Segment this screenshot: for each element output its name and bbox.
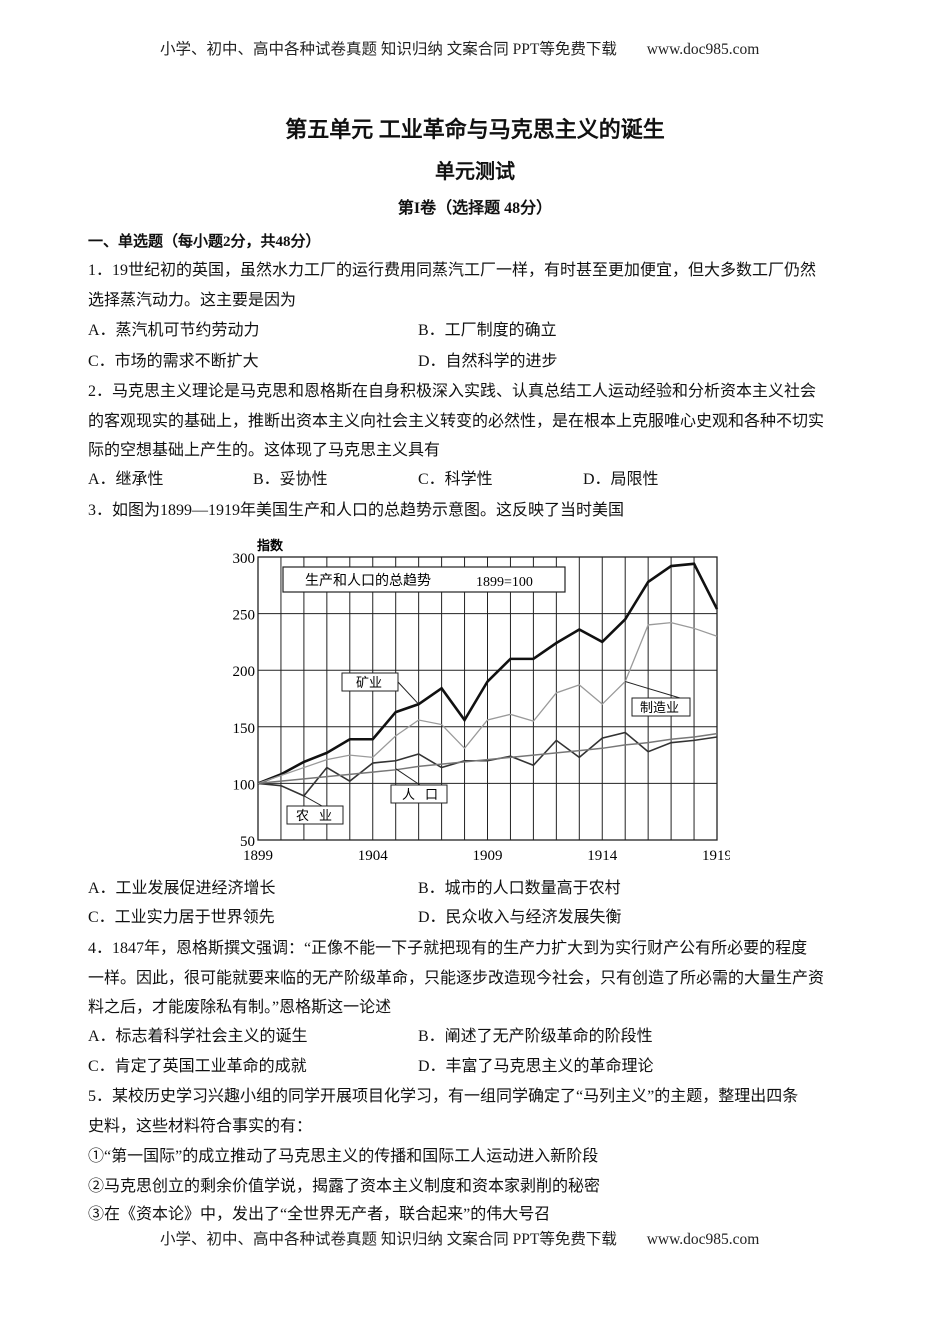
question-2-text: 2．马克思主义理论是马克思和恩格斯在自身积极深入实践、认真总结工人运动经验和分析… [88,383,817,400]
header-text: 小学、初中、高中各种试卷真题 知识归纳 文案合同 PPT等免费下载 [160,41,617,58]
question-3-option-a: A．工业发展促进经济增长 [88,880,276,897]
series-line-1 [257,562,719,785]
y-tick-label: 50 [240,834,255,850]
svg-text:制造业: 制造业 [640,700,679,715]
page-footer: 小学、初中、高中各种试卷真题 知识归纳 文案合同 PPT等免费下载 www.do… [160,1230,759,1250]
page-header: 小学、初中、高中各种试卷真题 知识归纳 文案合同 PPT等免费下载 www.do… [160,40,759,60]
chart-grid [257,556,718,841]
question-3-option-d: D．民众收入与经济发展失衡 [418,909,622,926]
label-leader-line [395,768,421,786]
question-2-option-b: B．妥协性 [253,471,328,488]
chart-note: 1899=100 [476,575,533,590]
footer-url[interactable]: www.doc985.com [646,1231,760,1248]
y-tick-label: 250 [233,608,256,624]
y-tick-label: 150 [233,721,256,737]
svg-text:人口: 人口 [402,787,448,802]
page-subtitle: 单元测试 [435,161,515,183]
question-5-item-3: ③在《资本论》中，发出了“全世界无产者，联合起来”的伟大号召 [88,1206,551,1223]
question-4-text: 4．1847年，恩格斯撰文强调：“正像不能一下子就把现有的生产力扩大到为实行财产… [88,940,808,957]
svg-text:农业: 农业 [296,808,342,823]
question-5-item-1: ①“第一国际”的成立推动了马克思主义的传播和国际工人运动进入新阶段 [88,1148,599,1165]
question-4-text: 一样。因此，很可能就要来临的无产阶级革命，只能逐步改造现今社会，只有创造了所必需… [88,970,825,987]
question-2-text: 的客观现实的基础上，推断出资本主义向社会主义转变的必然性，是在根本上克服唯心史观… [88,413,825,430]
label-manufacturing: 制造业 [631,697,691,717]
question-3-option-b: B．城市的人口数量高于农村 [418,880,621,897]
label-agriculture: 农业 [286,805,344,825]
question-2-option-c: C．科学性 [418,471,493,488]
chart-series [257,562,719,807]
series-line-2 [257,621,718,785]
trend-chart: 指数 生产和人口的总趋势 1899=100 50100150200250300 … [233,538,731,864]
question-4-option-c: C．肯定了英国工业革命的成就 [88,1058,307,1075]
page-title: 第五单元 工业革命与马克思主义的诞生 [285,117,665,142]
question-1-text: 1．19世纪初的英国，虽然水力工厂的运行费用同蒸汽工厂一样，有时甚至更加便宜，但… [88,262,817,279]
question-5-item-2: ②马克思创立的剩余价值学说，揭露了资本主义制度和资本家剥削的秘密 [88,1178,601,1195]
section-heading: 一、单选题（每小题2分，共48分） [88,234,321,250]
question-3-text: 3．如图为1899—1919年美国生产和人口的总趋势示意图。这反映了当时美国 [88,502,625,519]
volume-heading: 第I卷（选择题 48分） [397,200,553,217]
question-1-option-b: B．工厂制度的确立 [418,322,557,339]
question-1-option-c: C．市场的需求不断扩大 [88,353,259,370]
x-tick-label: 1904 [358,848,389,864]
question-4-option-b: B．阐述了无产阶级革命的阶段性 [418,1028,653,1045]
question-2-option-a: A．继承性 [88,471,164,488]
label-leader-line [303,795,323,807]
question-5-text: 史料，这些材料符合事实的有： [88,1118,313,1135]
question-1-option-d: D．自然科学的进步 [418,353,558,370]
question-4-option-a: A．标志着科学社会主义的诞生 [88,1028,308,1045]
chart-title: 生产和人口的总趋势 [305,573,431,589]
question-1-text: 选择蒸汽动力。这主要是因为 [88,292,297,309]
label-leader-line [625,681,681,699]
question-2-option-d: D．局限性 [583,471,659,488]
header-url[interactable]: www.doc985.com [646,41,760,58]
footer-text: 小学、初中、高中各种试卷真题 知识归纳 文案合同 PPT等免费下载 [160,1231,617,1248]
label-mining: 矿业 [341,672,399,692]
chart-title-box: 生产和人口的总趋势 1899=100 [282,566,566,593]
question-2-text: 际的空想基础上产生的。这体现了马克思主义具有 [88,442,441,459]
question-4-option-d: D．丰富了马克思主义的革命理论 [418,1058,654,1075]
y-tick-label: 100 [233,777,256,793]
x-tick-label: 1899 [243,848,273,864]
series-line-3 [257,731,718,797]
y-tick-label: 200 [233,664,256,680]
y-tick-label: 300 [233,551,256,567]
question-4-text: 料之后，才能废除私有制。”恩格斯这一论述 [88,999,392,1016]
label-leader-line [397,681,420,705]
question-5-text: 5．某校历史学习兴趣小组的同学开展项目化学习，有一组同学确定了“马列主义”的主题… [88,1088,799,1105]
label-population: 人口 [390,784,448,804]
question-1-option-a: A．蒸汽机可节约劳动力 [88,322,260,339]
y-axis-label: 指数 [257,538,284,553]
x-tick-label: 1914 [587,848,618,864]
series-line-4 [257,732,718,785]
x-tick-label: 1909 [473,848,503,864]
question-3-option-c: C．工业实力居于世界领先 [88,909,275,926]
svg-text:矿业: 矿业 [356,675,382,690]
x-tick-label: 1919 [702,848,730,864]
